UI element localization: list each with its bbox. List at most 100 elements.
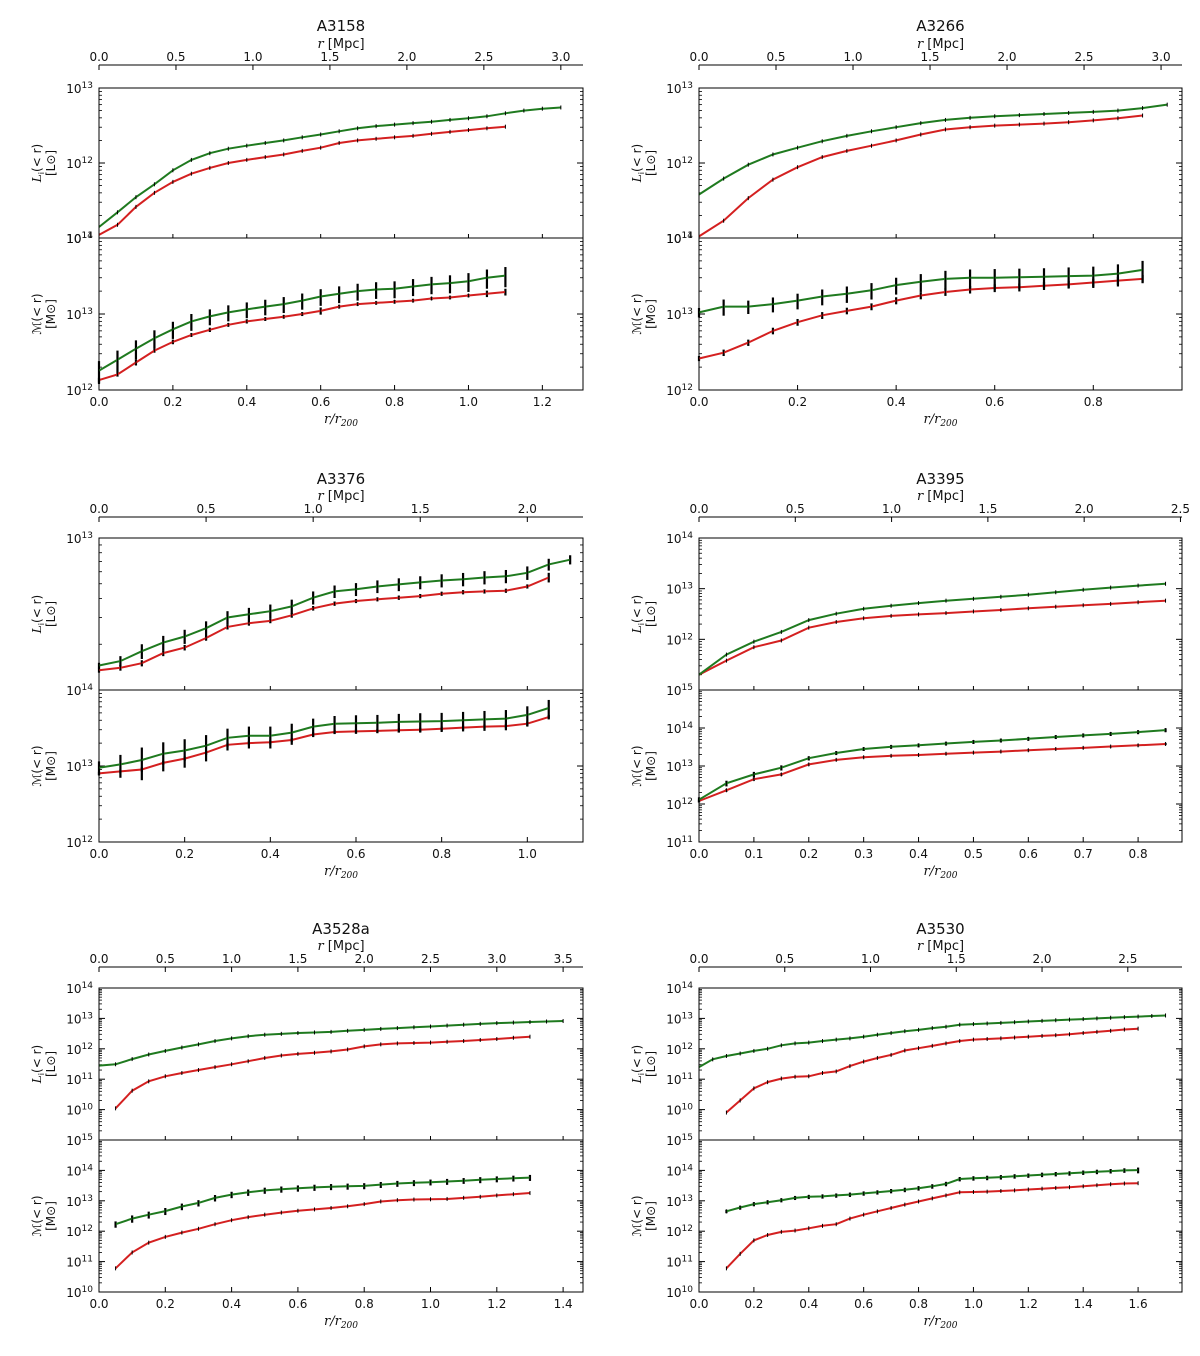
series-line-red	[725, 1182, 1139, 1269]
x-tick-label: 0.6	[346, 847, 365, 861]
x-tick-label: 0.8	[1129, 847, 1148, 861]
y-tick-label-mass: 1012	[66, 835, 93, 850]
x-tick-label: 1.0	[421, 1297, 440, 1311]
luminosity-yunit: [L⊙]	[44, 150, 58, 176]
y-tick-label-luminosity: 1010	[666, 1103, 693, 1118]
luminosity-ylabel: Li(< r)	[30, 595, 46, 634]
x-tick-label: 0.1	[744, 847, 763, 861]
mass-ylabel: ℳ(< r)	[30, 1196, 44, 1237]
series-line-green	[98, 106, 561, 228]
mass-ylabel: ℳ(< r)	[630, 746, 644, 787]
x-axis-label: r/r200	[924, 864, 958, 881]
luminosity-axes-frame	[698, 987, 1183, 1141]
x-tick-label: 0.0	[689, 395, 708, 409]
luminosity-yunit: [L⊙]	[644, 601, 658, 627]
x-tick-label: 0.8	[909, 1297, 928, 1311]
series-line-green	[98, 707, 550, 769]
x-tick-label: 1.2	[1019, 1297, 1038, 1311]
y-tick-label-mass: 1014	[66, 1163, 93, 1178]
x-tick-label: 0.8	[1084, 395, 1103, 409]
top-axis-tick-label: 0.0	[89, 952, 108, 966]
top-axis-tick-label: 2.5	[1118, 952, 1137, 966]
mass-axes-frame	[98, 689, 584, 843]
x-tick-label: 0.0	[89, 1297, 108, 1311]
x-tick-label: 0.2	[156, 1297, 175, 1311]
luminosity-yunit: [L⊙]	[44, 1051, 58, 1077]
top-axis-tick-label: 1.5	[978, 502, 997, 516]
series-line-red	[98, 716, 549, 775]
x-tick-label: 0.3	[854, 847, 873, 861]
y-tick-label-mass: 1014	[66, 231, 93, 246]
y-tick-label-luminosity: 1014	[66, 981, 93, 996]
x-tick-label: 0.4	[909, 847, 928, 861]
y-tick-label-mass: 1012	[666, 797, 693, 812]
series-line-green	[115, 1176, 531, 1226]
y-tick-label-luminosity: 1014	[666, 981, 693, 996]
y-tick-label-mass: 1012	[666, 1224, 693, 1239]
top-axis-tick-label: 1.0	[222, 952, 241, 966]
top-axis-tick-label: 0.0	[689, 502, 708, 516]
x-tick-label: 1.2	[487, 1297, 506, 1311]
top-axis-tick-label: 0.5	[775, 952, 794, 966]
x-axis-label: r/r200	[324, 864, 358, 881]
luminosity-ylabel: Li(< r)	[630, 1045, 646, 1084]
luminosity-yunit: [L⊙]	[644, 1051, 658, 1077]
top-axis-tick-label: 2.5	[421, 952, 440, 966]
mass-ylabel: ℳ(< r)	[630, 1196, 644, 1237]
top-axis-tick-label: 3.0	[551, 50, 570, 64]
mass-axes-frame	[698, 1139, 1183, 1293]
top-axis-tick-label: 2.0	[997, 50, 1016, 64]
series-line-green	[98, 558, 571, 667]
mass-yunit: [M⊙]	[644, 299, 658, 329]
top-axis-tick-label: 0.5	[786, 502, 805, 516]
top-axis-tick-label: 0.0	[89, 502, 108, 516]
panel-title: A3266	[916, 17, 964, 35]
top-axis-tick-label: 1.0	[243, 50, 262, 64]
top-axis-tick-label: 3.0	[1152, 50, 1171, 64]
luminosity-ylabel: Li(< r)	[630, 144, 646, 183]
y-tick-label-mass: 1014	[66, 683, 93, 698]
top-axis-tick-label: 0.5	[166, 50, 185, 64]
mass-axes-frame	[98, 1139, 584, 1293]
series-line-green	[726, 1169, 1139, 1213]
y-tick-label-mass: 1012	[66, 1224, 93, 1239]
top-axis-tick-label: 2.5	[1074, 50, 1093, 64]
series-line-green	[698, 1014, 1166, 1068]
y-tick-label-mass: 1013	[66, 759, 93, 774]
top-axis-label: r [Mpc]	[917, 37, 964, 52]
y-tick-label-mass: 1011	[666, 835, 693, 850]
x-tick-label: 0.6	[1019, 847, 1038, 861]
y-tick-label-mass: 1013	[66, 307, 93, 322]
y-tick-label-mass: 1010	[666, 1285, 693, 1300]
series-line-red	[98, 576, 550, 672]
mass-yunit: [M⊙]	[44, 751, 58, 781]
series-line-green	[98, 1020, 564, 1067]
top-axis-tick-label: 0.0	[689, 952, 708, 966]
mass-yunit: [M⊙]	[644, 1201, 658, 1231]
luminosity-yunit: [L⊙]	[644, 150, 658, 176]
series-line-red	[698, 599, 1166, 676]
mass-ylabel: ℳ(< r)	[30, 294, 44, 335]
x-tick-label: 1.2	[533, 395, 552, 409]
top-axis-tick-label: 1.5	[320, 50, 339, 64]
x-tick-label: 1.4	[1074, 1297, 1093, 1311]
luminosity-ylabel: Li(< r)	[30, 1045, 46, 1084]
top-axis-tick-label: 2.0	[355, 952, 374, 966]
y-tick-label-mass: 1014	[666, 231, 693, 246]
x-tick-label: 0.2	[788, 395, 807, 409]
y-tick-label-luminosity: 1013	[66, 81, 93, 96]
mass-ylabel: ℳ(< r)	[630, 294, 644, 335]
y-tick-label-mass: 1013	[666, 307, 693, 322]
top-axis-tick-label: 1.0	[304, 502, 323, 516]
top-axis-label: r [Mpc]	[917, 489, 964, 504]
x-tick-label: 0.4	[887, 395, 906, 409]
x-tick-label: 0.8	[385, 395, 404, 409]
y-tick-label-luminosity: 1013	[666, 582, 693, 597]
top-axis-tick-label: 1.0	[882, 502, 901, 516]
y-tick-label-luminosity: 1012	[66, 1042, 93, 1057]
top-axis-label: r [Mpc]	[317, 37, 364, 52]
y-tick-label-luminosity: 1013	[666, 81, 693, 96]
